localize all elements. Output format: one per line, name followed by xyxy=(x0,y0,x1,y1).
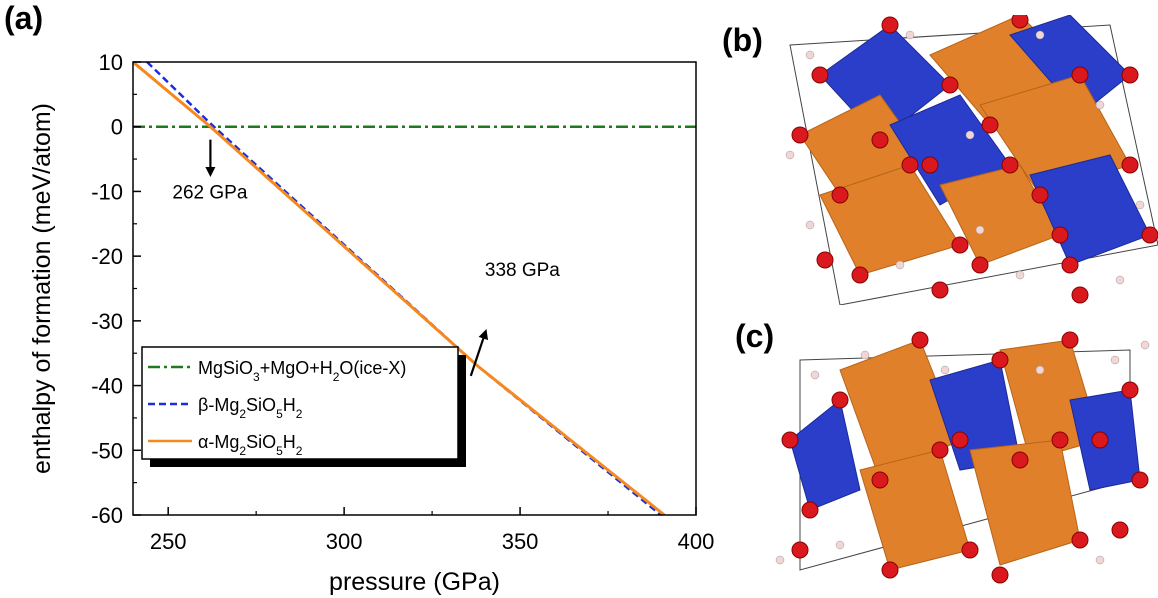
series-line-2 xyxy=(133,62,666,515)
panel-label-c: (c) xyxy=(735,318,775,354)
y-tick-label: -20 xyxy=(91,244,123,269)
annotation-label-0: 262 GPa xyxy=(172,182,247,203)
enthalpy-chart: 250 300 350 400 10 0 -10 -20 -30 -40 -50 -60 pressur… xyxy=(28,50,715,596)
panel-label-b: (b) xyxy=(722,22,763,58)
crystal-structure-c-image xyxy=(775,331,1150,584)
x-axis-label: pressure (GPa) xyxy=(329,568,500,596)
y-tick-label: -30 xyxy=(91,309,123,334)
x-tick-label: 300 xyxy=(326,529,363,554)
x-tick-label: 400 xyxy=(678,529,715,554)
y-tick-label: -40 xyxy=(91,374,123,399)
y-axis-label: enthalpy of formation (meV/atom) xyxy=(28,103,56,474)
panel-label-a: (a) xyxy=(4,0,44,36)
y-tick-label: 10 xyxy=(99,50,123,75)
crystal-structure-b-image xyxy=(785,15,1158,305)
annotation-label-1: 338 GPa xyxy=(485,260,560,281)
annotation-arrow-1 xyxy=(469,329,489,377)
y-tick-label: -50 xyxy=(91,438,123,463)
y-tick-label: 0 xyxy=(111,115,123,140)
x-tick-label: 250 xyxy=(150,529,187,554)
y-tick-label: -60 xyxy=(91,503,123,528)
x-tick-label: 350 xyxy=(502,529,539,554)
legend-box xyxy=(141,346,459,460)
y-tick-label: -10 xyxy=(91,179,123,204)
